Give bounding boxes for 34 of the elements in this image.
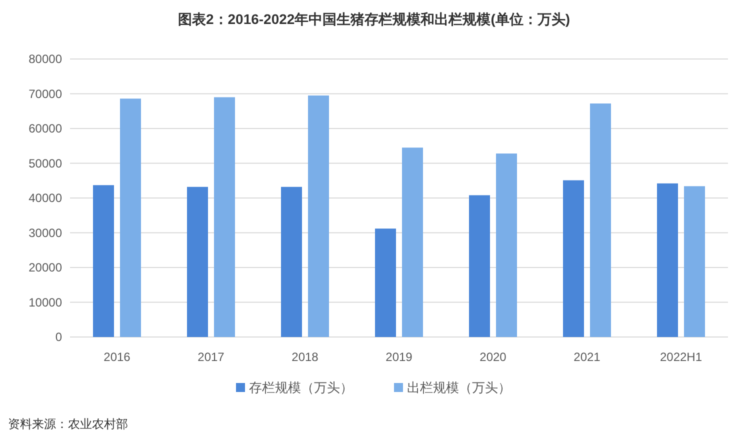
x-tick-label: 2019: [386, 350, 413, 364]
bar: [375, 228, 396, 337]
x-tick-label: 2018: [292, 350, 319, 364]
bar: [308, 95, 329, 337]
bar: [214, 97, 235, 337]
y-tick-label: 20000: [28, 260, 62, 274]
bar: [402, 148, 423, 337]
x-tick-label: 2017: [198, 350, 225, 364]
x-tick-label: 2020: [480, 350, 507, 364]
bar: [469, 195, 490, 337]
x-tick-label: 2016: [104, 350, 131, 364]
y-tick-label: 50000: [28, 156, 62, 170]
bar: [563, 180, 584, 337]
x-tick-label: 2021: [574, 350, 601, 364]
bar: [496, 154, 517, 337]
bar: [281, 186, 302, 337]
bar: [120, 98, 141, 337]
y-tick-label: 70000: [28, 86, 62, 101]
y-tick-label: 30000: [28, 226, 62, 240]
y-tick-label: 10000: [28, 295, 62, 310]
y-tick-label: 60000: [28, 122, 62, 136]
bar: [590, 103, 611, 337]
bar: [684, 186, 705, 337]
x-tick-label: 2022H1: [660, 350, 702, 364]
legend-label: 出栏规模（万头）: [407, 380, 511, 395]
text: 资料来源：农业农村部: [8, 417, 128, 431]
y-tick-label: 80000: [28, 52, 62, 66]
y-tick-label: 40000: [28, 191, 62, 205]
y-tick-label: 0: [55, 330, 62, 344]
bar: [93, 185, 114, 337]
legend-label: 存栏规模（万头）: [249, 380, 353, 395]
bar: [187, 186, 208, 337]
chart-title: 图表2：2016-2022年中国生猪存栏规模和出栏规模(单位：万头): [178, 11, 570, 27]
bar: [657, 183, 678, 337]
